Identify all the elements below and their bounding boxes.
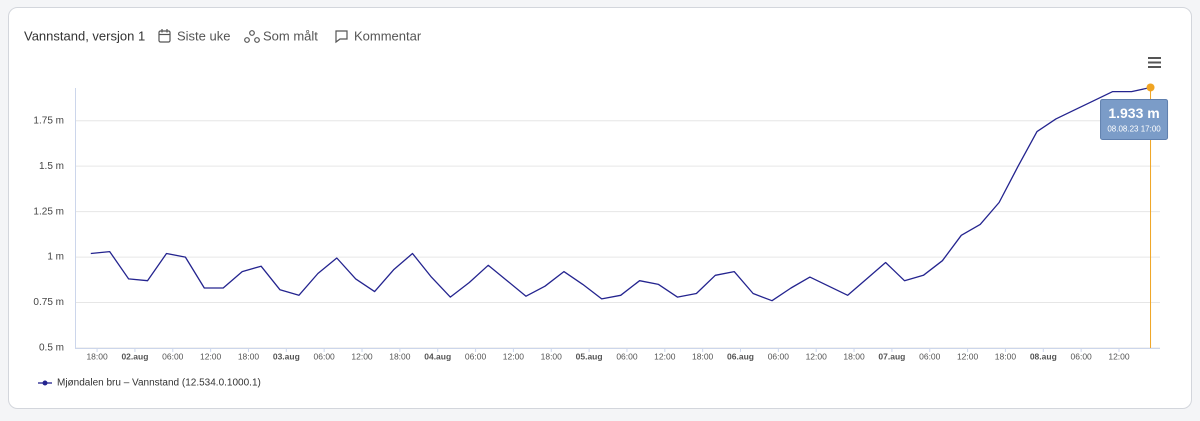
x-tick-label: 06:00 [919, 351, 941, 361]
panel-title: Vannstand, versjon 1 [24, 28, 145, 43]
x-tick-label: 12:00 [806, 351, 828, 361]
x-tick-label: 06:00 [616, 351, 638, 361]
x-tick-label: 18:00 [843, 351, 865, 361]
x-tick-label: 18:00 [389, 351, 411, 361]
y-tick-label: 1.5 m [39, 161, 64, 172]
x-tick-label: 03.aug [273, 351, 300, 361]
x-tick-label: 06.aug [727, 351, 754, 361]
x-tick-label: 12:00 [654, 351, 676, 361]
x-tick-label: 04.aug [424, 351, 451, 361]
x-tick-label: 12:00 [503, 351, 525, 361]
tab[interactable]: Som målt [263, 28, 318, 43]
x-tick-label: 12:00 [351, 351, 373, 361]
x-tick-label: 18:00 [238, 351, 260, 361]
legend-label: Mjøndalen bru – Vannstand (12.534.0.1000… [57, 378, 261, 389]
tab[interactable]: Siste uke [177, 28, 230, 43]
x-tick-label: 06:00 [162, 351, 184, 361]
legend-dot [42, 380, 48, 386]
y-tick-label: 0.75 m [33, 297, 64, 308]
x-tick-label: 12:00 [200, 351, 222, 361]
x-tick-label: 08.aug [1030, 351, 1057, 361]
tooltip-time: 08.08.23 17:00 [1107, 125, 1161, 134]
menu-button[interactable] [1148, 57, 1161, 68]
card [8, 7, 1192, 409]
x-tick-label: 18:00 [995, 351, 1017, 361]
x-tick-label: 18:00 [692, 351, 714, 361]
x-tick-label: 12:00 [957, 351, 979, 361]
y-tick-label: 0.5 m [39, 343, 64, 354]
x-tick-label: 12:00 [1108, 351, 1130, 361]
plot: 0.5 m 0.75 m 1 m 1.25 m 1.5 m 1.75 m 18:00 02.a… [33, 83, 1169, 389]
y-tick-label: 1.75 m [33, 115, 64, 126]
x-tick-label: 02.aug [121, 351, 148, 361]
tab[interactable]: Kommentar [354, 28, 422, 43]
data-line [90, 86, 1151, 302]
x-tick-label: 06:00 [1071, 351, 1093, 361]
x-tick-label: 05.aug [576, 351, 603, 361]
y-tick-label: 1 m [47, 252, 64, 263]
x-tick-label: 07.aug [878, 351, 905, 361]
x-tick-label: 18:00 [541, 351, 563, 361]
tooltip-value: 1.933 m [1108, 105, 1159, 121]
hover-marker [1146, 83, 1155, 92]
tooltip-box [1100, 98, 1169, 140]
y-tick-label: 1.25 m [33, 206, 64, 217]
x-tick-label: 06:00 [465, 351, 487, 361]
x-tick-label: 06:00 [768, 351, 790, 361]
x-tick-label: 06:00 [314, 351, 336, 361]
tab-icons [158, 29, 348, 44]
x-tick-label: 18:00 [86, 351, 108, 361]
